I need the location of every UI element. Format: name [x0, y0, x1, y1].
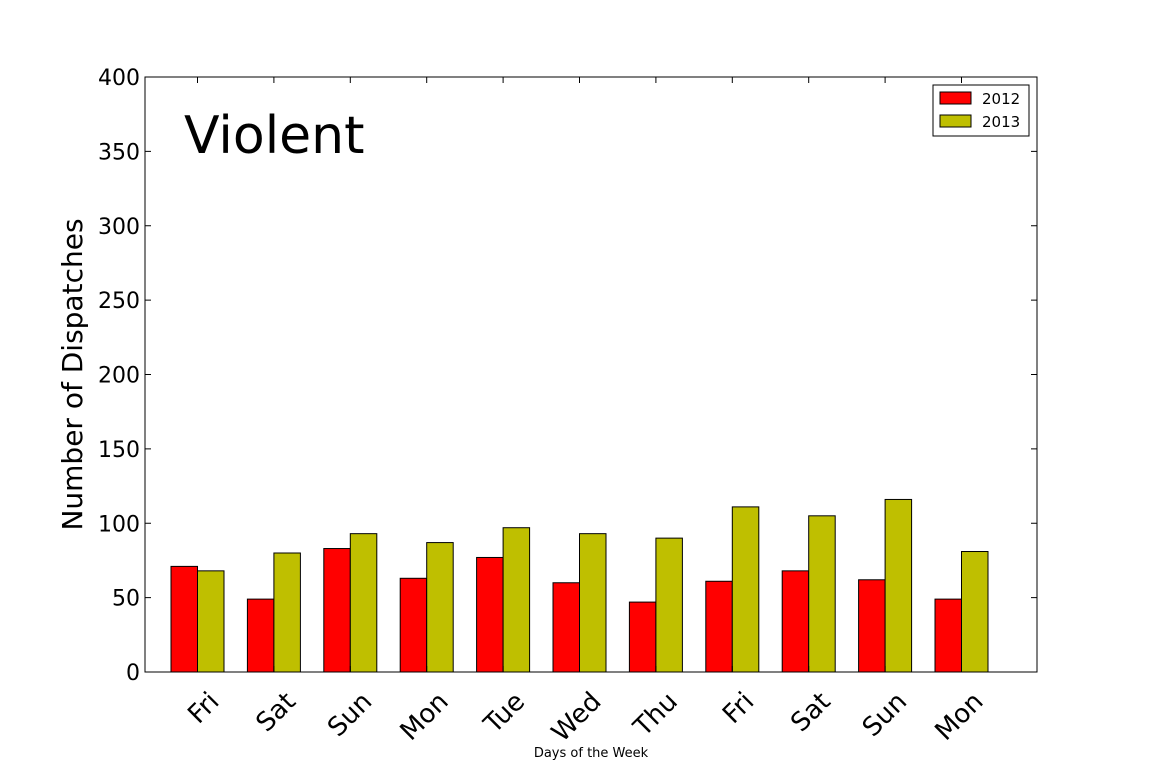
x-tick-label-10: Mon	[929, 687, 989, 747]
bar-2012-4	[476, 556, 504, 673]
legend-label-2012: 2012	[982, 90, 1020, 108]
bar-2012-1	[246, 598, 275, 673]
bar-2012-6	[628, 601, 657, 673]
x-axis-label: Days of the Week	[534, 746, 649, 761]
legend: 2012 2013	[932, 84, 1030, 137]
legend-swatch-2012	[939, 91, 972, 105]
bar-2013-8	[808, 515, 836, 673]
y-tick-label-1: 50	[112, 587, 140, 612]
bar-2012-2	[323, 548, 351, 673]
bar-2012-5	[552, 582, 580, 673]
x-tick-label-7: Fri	[717, 687, 760, 730]
bar-2012-9	[858, 579, 886, 673]
y-tick-label-6: 300	[98, 215, 140, 240]
bar-2013-4	[502, 527, 531, 673]
bars-group	[170, 498, 989, 673]
y-tick-label-4: 200	[98, 364, 140, 389]
bar-2013-10	[961, 551, 989, 673]
legend-swatch-2013	[939, 114, 972, 128]
bar-2013-1	[273, 552, 301, 673]
bar-2013-3	[426, 542, 454, 673]
bar-2013-5	[579, 533, 607, 673]
x-tick-label-4: Tue	[478, 687, 531, 740]
x-tick-label-3: Mon	[395, 687, 455, 747]
bar-2012-3	[399, 577, 428, 673]
y-axis-ticks: 0 50 100 150 200 250 300 350 400	[98, 66, 1037, 686]
bar-2013-2	[349, 533, 378, 673]
x-tick-label-5: Wed	[546, 687, 607, 748]
bar-2012-0	[170, 565, 198, 673]
y-tick-label-0: 0	[126, 661, 140, 686]
x-tick-label-8: Sat	[785, 687, 836, 738]
x-tick-label-1: Sat	[251, 687, 302, 738]
y-axis-label: Number of Dispatches	[56, 218, 89, 530]
bar-2013-0	[197, 570, 225, 673]
y-tick-label-3: 150	[98, 438, 140, 463]
bar-2012-8	[781, 570, 810, 673]
y-tick-label-8: 400	[98, 66, 140, 91]
x-tick-label-0: Fri	[182, 687, 225, 730]
bar-2012-10	[934, 598, 962, 673]
x-tick-label-9: Sun	[857, 687, 913, 743]
y-tick-label-2: 100	[98, 512, 140, 537]
y-tick-label-5: 250	[98, 289, 140, 314]
x-tick-label-2: Sun	[322, 687, 378, 743]
chart-annotation: Violent	[184, 106, 364, 166]
bar-2012-7	[705, 580, 733, 673]
y-tick-label-7: 350	[98, 140, 140, 165]
bar-2013-7	[731, 506, 760, 673]
bar-2013-6	[655, 537, 683, 673]
bar-2013-9	[884, 498, 913, 673]
legend-label-2013: 2013	[982, 113, 1020, 131]
x-tick-label-6: Thu	[627, 687, 683, 743]
